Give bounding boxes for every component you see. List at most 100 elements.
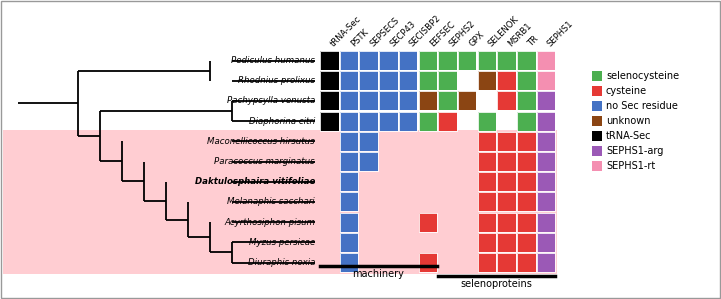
Bar [359, 91, 378, 110]
Bar [517, 172, 536, 191]
Bar [477, 71, 496, 90]
Bar [497, 71, 516, 90]
Bar [438, 112, 456, 131]
Bar [497, 152, 516, 171]
Bar [379, 112, 397, 131]
Bar [340, 213, 358, 232]
Bar [340, 91, 358, 110]
Bar [517, 132, 536, 151]
Bar [497, 192, 516, 211]
Bar [536, 132, 555, 151]
Text: Maconellicoccus hirsutus: Maconellicoccus hirsutus [208, 137, 315, 146]
Bar [536, 51, 555, 70]
Bar [536, 152, 555, 171]
Bar [340, 192, 358, 211]
Bar [497, 192, 516, 211]
Bar [517, 192, 536, 211]
Bar [418, 213, 437, 232]
Bar [592, 146, 602, 156]
Text: Paracoccus marginatus: Paracoccus marginatus [214, 157, 315, 166]
Bar [497, 253, 516, 272]
Bar [399, 91, 417, 110]
Bar [418, 51, 437, 70]
Text: machinery: machinery [353, 269, 404, 279]
Bar [497, 91, 516, 110]
Bar [497, 91, 516, 110]
Bar [497, 233, 516, 252]
Bar [320, 51, 338, 70]
Bar [359, 51, 378, 70]
Bar [536, 172, 555, 191]
Bar [592, 86, 602, 96]
Bar [536, 152, 555, 171]
Bar [359, 71, 378, 90]
Bar [399, 112, 417, 131]
Text: Daktulosphaira vitifoliae: Daktulosphaira vitifoliae [195, 177, 315, 186]
Bar [536, 192, 555, 211]
Bar [458, 51, 477, 70]
Bar [359, 91, 378, 110]
Bar [477, 172, 496, 191]
Bar [418, 71, 437, 90]
Bar [592, 116, 602, 126]
Bar [359, 112, 378, 131]
Bar [536, 91, 555, 110]
Bar [497, 172, 516, 191]
Text: Acyrthosiphon pisum: Acyrthosiphon pisum [224, 218, 315, 227]
Bar [477, 152, 496, 171]
Bar [320, 91, 338, 110]
Bar [438, 71, 456, 90]
Bar [379, 91, 397, 110]
Bar [517, 51, 536, 70]
Text: SEPSECS: SEPSECS [368, 15, 402, 48]
Bar [477, 213, 496, 232]
Bar [497, 233, 516, 252]
Bar [340, 253, 358, 272]
Bar [536, 253, 555, 272]
Bar [477, 253, 496, 272]
Bar [497, 132, 516, 151]
Bar [340, 152, 358, 171]
Bar [418, 91, 437, 110]
Bar [536, 192, 555, 211]
Bar [340, 192, 358, 211]
Bar [379, 51, 397, 70]
Bar [359, 152, 378, 171]
Bar [379, 51, 397, 70]
Bar [477, 253, 496, 272]
Text: GPX: GPX [467, 29, 486, 48]
Bar [536, 71, 555, 90]
Bar [477, 71, 496, 90]
Text: SEPHS2: SEPHS2 [448, 19, 477, 48]
Bar [320, 112, 338, 131]
Text: Diuraphis noxia: Diuraphis noxia [247, 258, 315, 267]
Bar [517, 132, 536, 151]
Bar [497, 253, 516, 272]
Bar [536, 51, 555, 70]
Text: cysteine: cysteine [606, 86, 647, 96]
Text: Diaphorina citri: Diaphorina citri [249, 117, 315, 126]
Bar [536, 172, 555, 191]
Bar [477, 132, 496, 151]
Bar [438, 91, 456, 110]
Bar [340, 71, 358, 90]
Bar [359, 132, 378, 151]
Bar [477, 192, 496, 211]
Bar [399, 51, 417, 70]
Bar [477, 233, 496, 252]
Bar [477, 233, 496, 252]
Bar [536, 253, 555, 272]
Bar [320, 51, 338, 70]
Bar [477, 132, 496, 151]
Text: Pachypsylla venusta: Pachypsylla venusta [226, 96, 315, 106]
Bar [517, 253, 536, 272]
Bar [379, 112, 397, 131]
Bar [340, 233, 358, 252]
Bar [418, 253, 437, 272]
Bar [592, 131, 602, 141]
Bar [438, 51, 456, 70]
Bar [497, 51, 516, 70]
Bar [379, 71, 397, 90]
Text: tRNA-Sec: tRNA-Sec [606, 131, 652, 141]
Bar [592, 71, 602, 81]
